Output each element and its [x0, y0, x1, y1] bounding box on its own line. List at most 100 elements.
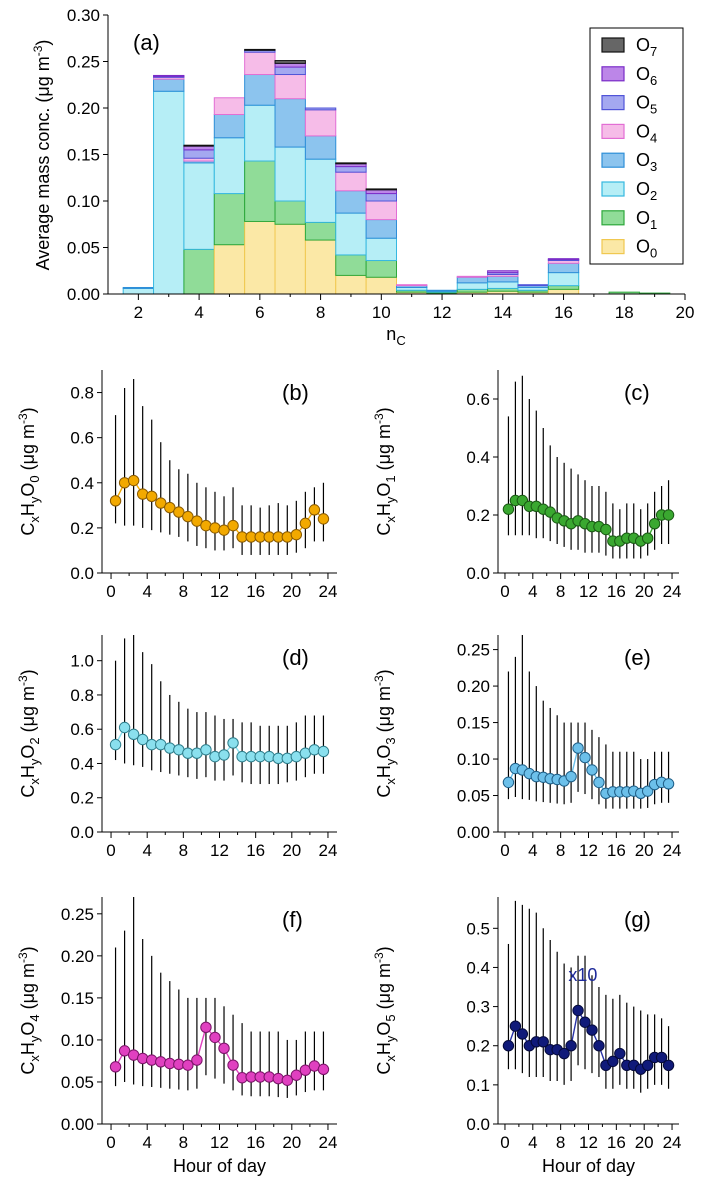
bar-segment-nc10-o0 [365, 276, 398, 295]
diurnal-x-tick-label: 12 [210, 582, 229, 601]
diurnal-x-tick-label: 16 [246, 1133, 265, 1152]
diurnal-x-tick-label: 20 [635, 582, 654, 601]
data-point-hour-11.5 [579, 751, 591, 764]
diurnal-y-tick-label: 1.0 [70, 652, 94, 671]
ylabel-unit-close: ) [18, 669, 38, 675]
diurnal-x-tick-label: 20 [635, 1133, 654, 1152]
data-point-hour-13.5 [227, 1059, 239, 1071]
legend-swatch-o4 [601, 123, 625, 140]
panel-label: (e) [624, 645, 651, 670]
data-point-hour-20.5 [641, 532, 654, 544]
legend-swatch-o3 [601, 152, 625, 168]
bar-segment-nc9-o4 [335, 171, 367, 192]
data-point-hour-4.5 [146, 490, 158, 503]
diurnal-x-tick-label: 8 [556, 1133, 565, 1152]
panel-a-y-label-close: ) [33, 40, 53, 46]
legend-label-base: O [636, 121, 650, 141]
ylabel-unit-sup: -3 [16, 675, 30, 686]
data-point-hour-12.5 [218, 749, 230, 761]
panel-a-y-axis-label: Average mass conc. (μg m-3) [31, 40, 53, 271]
ylabel-o: O [18, 1022, 38, 1036]
panel-a-y-tick-label: 0.00 [67, 285, 100, 304]
diurnal-y-tick-label: 0.4 [70, 474, 94, 493]
legend-swatch-o2 [601, 181, 625, 197]
ylabel-h: H [374, 1042, 394, 1055]
bar-segment-nc5-o0 [213, 244, 246, 295]
panel-a-x-tick-label: 14 [493, 303, 512, 322]
data-point-hour-23.5 [662, 509, 675, 521]
bar-segment-nc6-o1 [244, 160, 276, 222]
ylabel-o: O [374, 745, 394, 759]
panel-a-y-tick-label: 0.15 [67, 146, 100, 165]
ylabel-o-sub: 3 [383, 737, 398, 744]
panel-a-x-tick-label: 10 [372, 303, 391, 322]
data-point-hour-20.5 [290, 528, 303, 541]
bar-segment-nc5-o4 [213, 97, 246, 116]
bar-segment-nc7-o0 [274, 223, 306, 295]
data-point-hour-6.5 [164, 501, 176, 514]
diurnal-x-tick-label: 0 [106, 582, 115, 601]
panel-f: 0.00 0.05 0.10 0.15 0.20 0.25 0 4 8 12 16 20 24 (f) Cx… [16, 897, 337, 1176]
diurnal-x-tick-label: 0 [500, 1133, 509, 1152]
panel-a-y-tick-label: 0.05 [67, 239, 100, 258]
panel-a-y-tick-label: 0.20 [67, 99, 100, 118]
diurnal-y-tick-label: 0.0 [466, 564, 490, 583]
diurnal-x-tick-label: 12 [579, 582, 598, 601]
data-point-hour-2.5 [127, 728, 140, 741]
data-point-hour-12.5 [586, 764, 598, 776]
legend-label-base: O [636, 64, 650, 84]
data-point-hour-11.5 [579, 1016, 591, 1028]
diurnal-y-tick-label: 0.00 [61, 1115, 94, 1134]
data-point-hour-0.5 [502, 1040, 515, 1052]
panel-a-y-tick-label: 0.25 [67, 53, 100, 72]
data-point-hour-21.5 [299, 517, 312, 530]
bar-segment-nc8-o4 [304, 109, 337, 137]
legend-swatch-o7 [601, 37, 625, 53]
diurnal-y-tick-label: 0.5 [466, 919, 490, 938]
panel-a-x-label-main: n [386, 324, 396, 344]
diurnal-y-tick-label: 0.00 [457, 823, 490, 842]
bar-segment-nc11-o4 [396, 284, 428, 287]
x10-annotation: x10 [568, 965, 597, 985]
diurnal-x-tick-label: 24 [663, 1133, 682, 1152]
diurnal-y-tick-label: 0.15 [61, 989, 94, 1008]
diurnal-x-tick-label: 20 [282, 1133, 301, 1152]
diurnal-y-tick-label: 0.1 [466, 1076, 490, 1095]
legend-label-sub: 5 [650, 102, 657, 117]
diurnal-y-tick-label: 0.4 [466, 958, 490, 977]
ylabel-o: O [18, 483, 38, 497]
ylabel-unit-close: ) [18, 946, 38, 952]
ylabel-o-sub: 0 [27, 475, 42, 482]
ylabel-h: H [18, 765, 38, 778]
ylabel-unit-close: ) [18, 407, 38, 413]
ylabel-o: O [374, 1022, 394, 1036]
legend-label-sub: 6 [650, 73, 657, 88]
panel-a-x-tick-label: 12 [433, 303, 452, 322]
bar-segment-nc5-o1 [213, 193, 246, 246]
ylabel-c: C [18, 1062, 38, 1075]
bar-segment-nc16-o2 [547, 272, 580, 287]
panel-a-label: (a) [133, 30, 160, 55]
legend-label-sub: 1 [650, 217, 657, 232]
legend-label-sub: 2 [650, 188, 657, 203]
bar-segment-nc14-o6 [487, 270, 519, 274]
data-point-hour-1.5 [509, 1020, 522, 1032]
legend-label-sub: 0 [650, 246, 657, 261]
bar-segment-nc16-o3 [547, 262, 580, 274]
data-point-hour-12.5 [586, 1024, 598, 1036]
panel-a-x-tick-label: 8 [316, 303, 325, 322]
bar-segment-nc5-o3 [213, 114, 246, 139]
diurnal-y-tick-label: 0.20 [457, 677, 490, 696]
data-point-hour-13.5 [593, 1040, 605, 1052]
ylabel-h: H [18, 1042, 38, 1055]
bar-segment-nc15-o5 [517, 284, 549, 287]
bar-segment-nc10-o2 [365, 237, 398, 262]
bar-segment-nc7-o7 [274, 60, 306, 64]
bar-segment-nc10-o6 [365, 189, 398, 195]
diurnal-x-tick-label: 20 [635, 841, 654, 860]
ylabel-c: C [374, 523, 394, 536]
diurnal-y-tick-label: 0.05 [457, 787, 490, 806]
data-point-hour-10.5 [200, 1021, 212, 1034]
diurnal-y-axis-label: CxHyO0 (μg m-3) [16, 407, 42, 535]
bar-segment-nc7-o1 [274, 200, 306, 225]
